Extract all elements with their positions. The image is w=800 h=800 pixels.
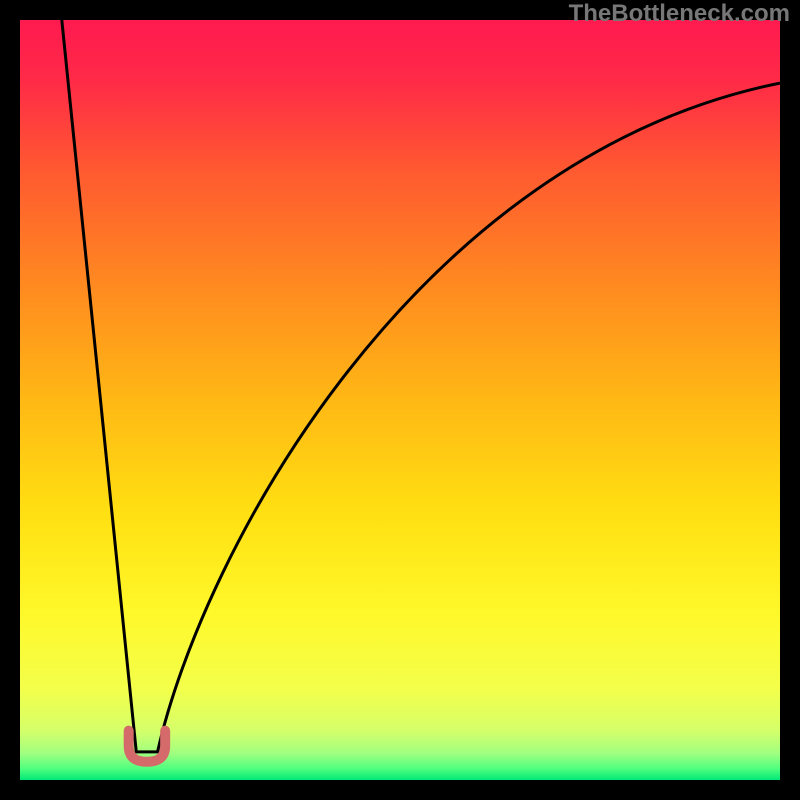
chart-background <box>20 20 780 780</box>
gradient-curve-chart <box>0 0 800 800</box>
chart-frame: TheBottleneck.com <box>0 0 800 800</box>
